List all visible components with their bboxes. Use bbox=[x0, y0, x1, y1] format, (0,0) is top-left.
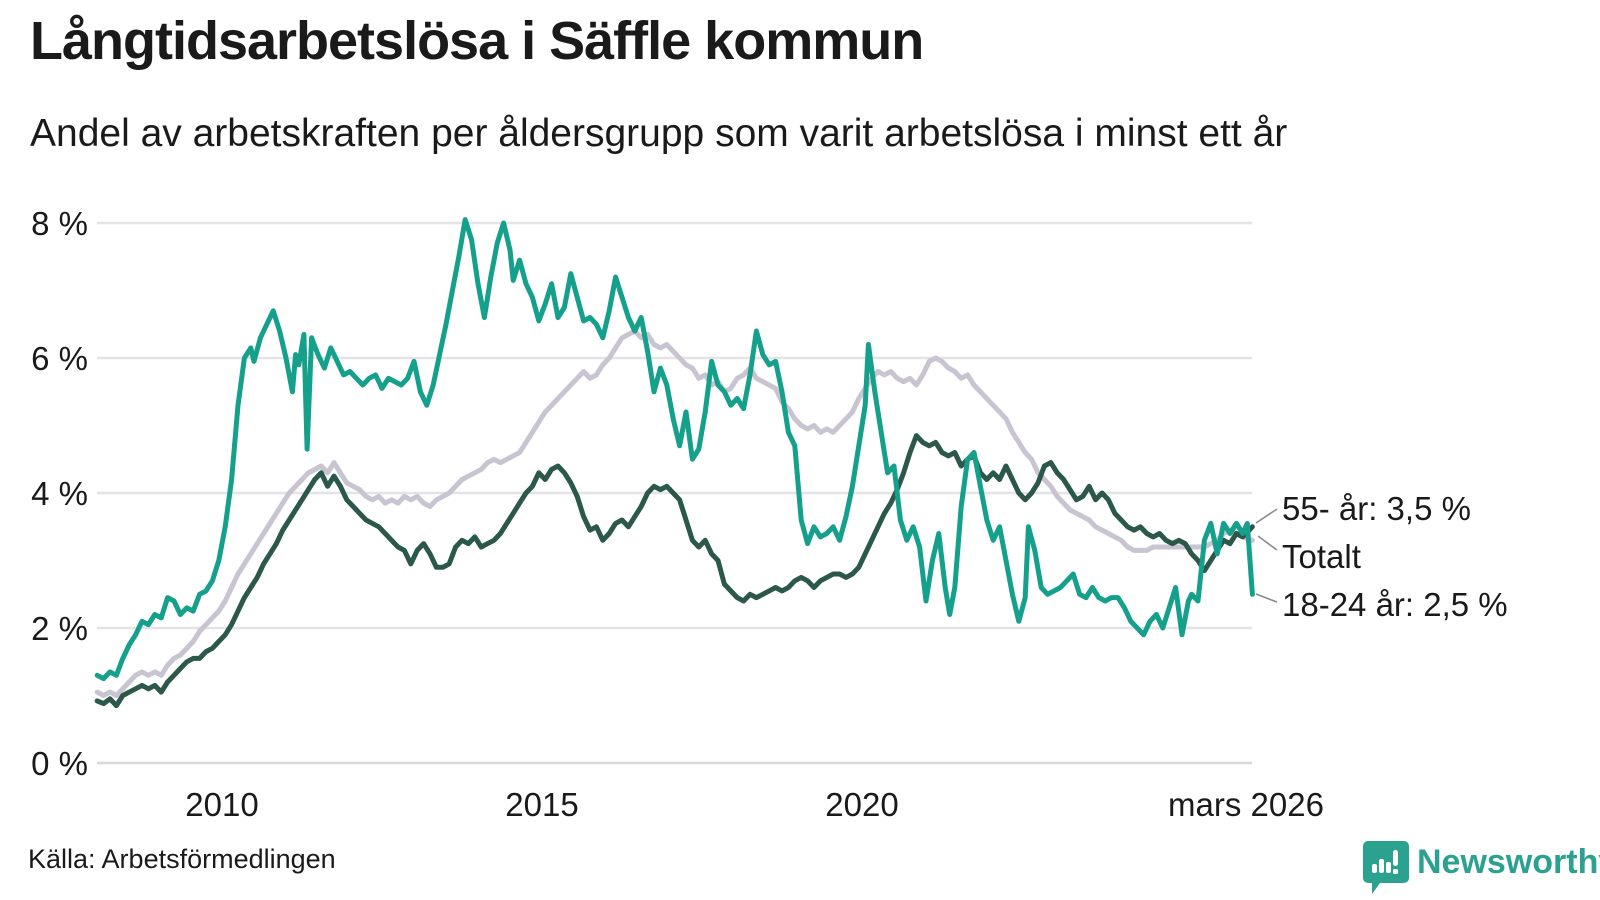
page-subtitle: Andel av arbetskraften per åldersgrupp s… bbox=[30, 112, 1288, 155]
annotation-connector bbox=[1255, 508, 1278, 524]
series-lines bbox=[94, 217, 1255, 709]
end-label-totalt: Totalt bbox=[1282, 538, 1361, 575]
y-tick-2: 2 % bbox=[31, 610, 88, 647]
x-tick-2020: 2020 bbox=[825, 786, 899, 823]
annotation-connector bbox=[1257, 535, 1278, 551]
label-connector-lines bbox=[1255, 508, 1278, 603]
series-line-55- år bbox=[94, 433, 1255, 709]
end-label-18-24: 18-24 år: 2,5 % bbox=[1282, 586, 1508, 623]
series-line-18-24 år bbox=[94, 217, 1255, 682]
x-tick-2010: 2010 bbox=[185, 786, 259, 823]
x-tick-2015: 2015 bbox=[505, 786, 579, 823]
newsworthy-logo-text: Newsworthy bbox=[1417, 843, 1600, 881]
x-tick-mars-2026: mars 2026 bbox=[1168, 786, 1324, 823]
y-tick-6: 6 % bbox=[31, 340, 88, 377]
y-tick-0: 0 % bbox=[31, 745, 88, 782]
annotation-connector bbox=[1255, 593, 1278, 603]
y-tick-8: 8 % bbox=[31, 205, 88, 242]
newsworthy-logo-icon bbox=[1363, 841, 1409, 894]
page-title: Långtidsarbetslösa i Säffle kommun bbox=[30, 11, 924, 71]
series-line-Totalt bbox=[94, 328, 1255, 698]
end-label-55: 55- år: 3,5 % bbox=[1282, 490, 1471, 527]
source-note: Källa: Arbetsförmedlingen bbox=[28, 844, 336, 874]
y-tick-4: 4 % bbox=[31, 475, 88, 512]
